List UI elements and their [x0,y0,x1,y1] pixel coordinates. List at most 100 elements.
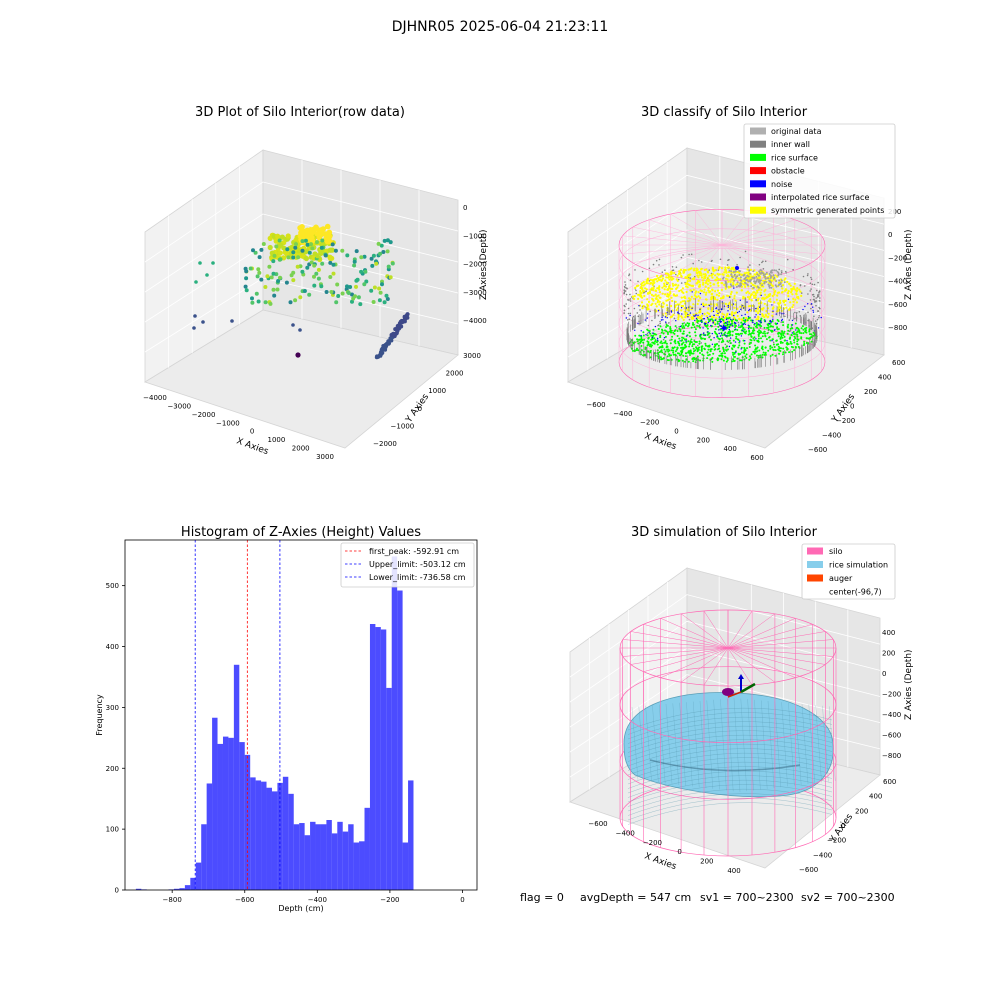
classify-point [720,281,723,285]
classify-point [685,335,688,337]
classify-point [736,275,739,278]
histogram-bar [380,629,387,890]
classify-point [749,304,752,307]
figure-title: DJHNR05 2025-06-04 21:23:11 [392,19,609,35]
classify-point [746,301,748,303]
classify-point [724,334,726,336]
classify-point [628,274,630,277]
raw-point [312,283,317,288]
classify-point [781,330,784,333]
histogram-bar [293,824,300,890]
classify-point [702,291,706,294]
raw-point [303,255,309,262]
histogram-x-tick: −200 [380,896,399,904]
classify-point [760,288,763,291]
classify-point [796,343,799,346]
raw-point [378,290,383,295]
classify-point [802,344,805,347]
classify-point [674,300,677,303]
classify-point [664,269,666,272]
raw-z-tick: 0 [463,204,467,212]
classify-point [790,342,793,345]
classify-point [809,299,812,301]
classify-point [736,338,739,341]
classify-3d-plot: 3D classify of Silo Interior −600−400−20… [567,105,914,462]
classify-point [732,325,734,327]
histogram-bar [271,791,278,890]
classify-point [732,358,735,361]
classify-point [705,268,708,271]
classify-point [724,266,727,269]
classify-point [666,282,670,285]
classify-legend-swatch [750,167,766,175]
simulation-z-axis-label: Z Axies (Depth) [904,649,914,720]
raw-point [211,261,215,265]
classify-point [752,337,755,340]
classify-point [687,360,690,363]
raw-point [278,275,282,280]
classify-point [623,312,625,314]
raw-point [370,263,375,268]
raw-point [350,299,354,304]
raw-point [309,234,315,241]
histogram-bar [402,842,409,890]
classify-point [739,270,741,273]
classify-point [666,348,669,351]
classify-z-tick: −200 [888,254,907,262]
classify-point [740,279,743,282]
classify-point [788,337,791,340]
footer-status: flag = 0 avgDepth = 547 cm sv1 = 700~230… [520,891,895,904]
classify-point [810,276,812,279]
classify-point [677,342,680,345]
classify-point [682,268,686,271]
raw-point [328,260,333,265]
classify-point [752,329,755,331]
classify-point [807,273,809,275]
raw-point [284,280,289,285]
classify-point [729,342,732,345]
raw-point [267,244,273,251]
raw-point [312,274,316,279]
classify-point [722,347,725,350]
classify-point [725,360,728,363]
classify-point [818,316,820,319]
classify-point [749,264,751,266]
classify-point [744,282,747,285]
classify-point [708,320,710,323]
classify-point [765,271,768,274]
classify-y-tick: −400 [822,432,841,440]
classify-point [733,312,736,315]
classify-legend-swatch [750,140,766,148]
classify-point [814,299,816,302]
classify-point [798,311,801,313]
raw-point [335,282,340,287]
classify-point [647,279,650,282]
classify-point [813,283,816,286]
classify-point [655,259,658,262]
classify-point [646,344,649,347]
classify-point [680,309,683,312]
classify-point [664,329,666,332]
classify-point [744,323,746,325]
raw-point [405,312,410,317]
classify-point [817,281,819,284]
simulation-x-tick: −600 [588,820,607,828]
classify-point [757,320,760,322]
classify-point [643,283,646,286]
classify-point [776,294,779,297]
classify-point [660,331,663,334]
classify-point [693,350,695,353]
raw-point [305,265,310,270]
classify-point [718,341,720,343]
classify-point [683,346,686,349]
classify-point [787,298,790,300]
classify-point [694,319,696,322]
raw-plot-tick-labels: −4000−3000−2000−10000100020003000−2000−1… [143,204,487,461]
classify-point [646,308,649,311]
classify-point [655,295,658,298]
classify-point [736,333,739,336]
histogram-bar [386,687,392,890]
classify-point [794,311,796,314]
classify-point [724,268,727,271]
